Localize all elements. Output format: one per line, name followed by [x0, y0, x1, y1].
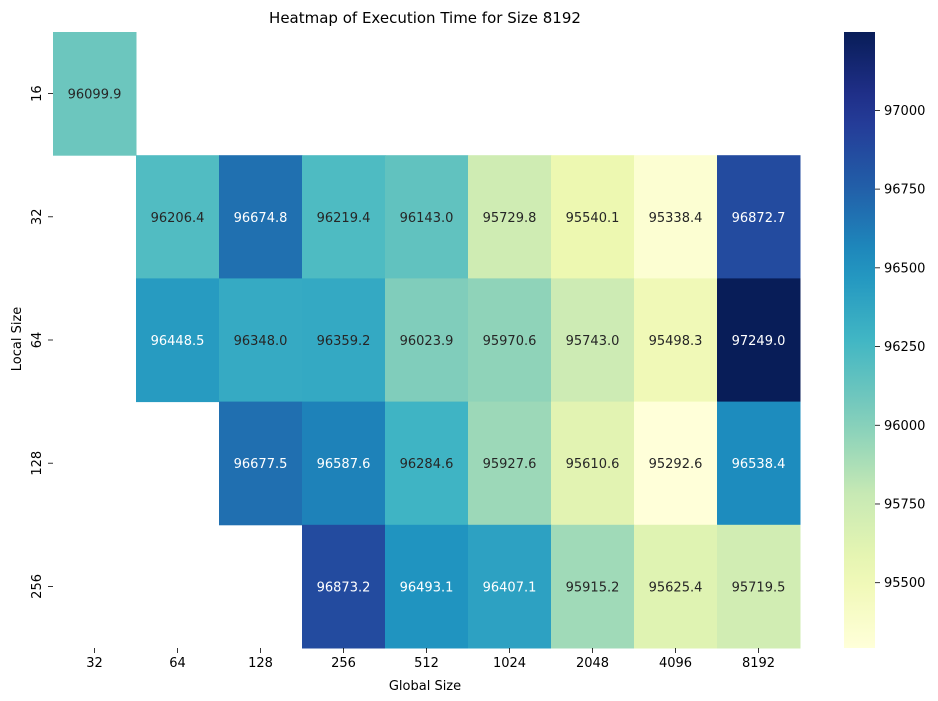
cell-label: 97249.0: [732, 334, 786, 349]
heatmap-cell: [385, 401, 469, 526]
heatmap-cell: [634, 524, 718, 649]
heatmap-cell: [717, 155, 801, 279]
y-axis-label: Local Size: [10, 307, 25, 372]
heatmap-cell: [302, 401, 386, 526]
colorbar-tick-label: 96750: [884, 183, 925, 198]
heatmap-cell: [717, 401, 801, 526]
x-tick-label: 512: [414, 656, 439, 671]
x-axis-label: Global Size: [389, 679, 461, 694]
heatmap-cell: [385, 524, 469, 649]
x-tick-label: 1024: [493, 656, 526, 671]
cell-label: 95292.6: [649, 457, 703, 472]
heatmap-cell: [551, 278, 635, 403]
colorbar-tick-label: 95750: [884, 497, 925, 512]
colorbar-tick-label: 97000: [884, 104, 925, 119]
x-tick-label: 32: [86, 656, 103, 671]
heatmap-cell: [302, 524, 386, 649]
heatmap-cell: [53, 32, 137, 156]
x-tick-label: 256: [331, 656, 356, 671]
heatmap-cell: [634, 401, 718, 526]
heatmap-cells: 96099.9 96206.4 96674.8 96219.4 96143.0 95729…: [53, 32, 801, 649]
cell-label: 96219.4: [317, 211, 371, 226]
x-axis-ticks: 32 64 128 256 512 1024 2048 4096 8192: [86, 648, 775, 671]
cell-label: 96587.6: [317, 457, 371, 472]
x-tick-label: 64: [169, 656, 186, 671]
x-tick-label: 128: [248, 656, 273, 671]
x-tick-label: 2048: [576, 656, 609, 671]
colorbar-tick-label: 96500: [884, 261, 925, 276]
heatmap-cell: [385, 155, 469, 279]
y-tick-label: 256: [30, 574, 45, 599]
cell-label: 95498.3: [649, 334, 703, 349]
cell-label: 95927.6: [483, 457, 537, 472]
colorbar: [844, 32, 875, 648]
heatmap-cell: [468, 278, 552, 403]
heatmap-cell: [385, 278, 469, 403]
heatmap-cell: [468, 524, 552, 649]
heatmap-cell: [551, 524, 635, 649]
heatmap-cell: [717, 524, 801, 649]
cell-label: 96674.8: [234, 211, 288, 226]
cell-label: 96206.4: [151, 211, 205, 226]
heatmap-cell: [219, 155, 303, 279]
cell-label: 95915.2: [566, 580, 620, 595]
cell-label: 95743.0: [566, 334, 620, 349]
y-tick-label: 128: [30, 451, 45, 476]
colorbar-ticks: 95500 95750 96000 96250 96500 96750 97000: [875, 104, 925, 591]
cell-label: 95729.8: [483, 211, 537, 226]
heatmap-cell: [219, 278, 303, 403]
heatmap-cell: [136, 155, 220, 279]
cell-label: 95610.6: [566, 457, 620, 472]
cell-label: 96677.5: [234, 457, 288, 472]
y-tick-label: 16: [30, 85, 45, 102]
heatmap-cell: [468, 401, 552, 526]
cell-label: 95540.1: [566, 211, 620, 226]
heatmap-cell: [634, 155, 718, 279]
heatmap-cell: [136, 278, 220, 403]
colorbar-tick-label: 96000: [884, 419, 925, 434]
heatmap-cell: [302, 278, 386, 403]
heatmap-cell: [302, 155, 386, 279]
cell-label: 96099.9: [68, 88, 122, 103]
heatmap-cell: [551, 155, 635, 279]
cell-label: 96493.1: [400, 580, 454, 595]
heatmap-cell: [634, 278, 718, 403]
cell-label: 96143.0: [400, 211, 454, 226]
cell-label: 95338.4: [649, 211, 703, 226]
cell-label: 95970.6: [483, 334, 537, 349]
cell-label: 96538.4: [732, 457, 786, 472]
cell-label: 95625.4: [649, 580, 703, 595]
y-tick-label: 32: [30, 209, 45, 226]
cell-label: 96873.2: [317, 580, 371, 595]
cell-label: 96407.1: [483, 580, 537, 595]
y-axis-ticks: 16 32 64 128 256: [30, 85, 53, 599]
colorbar-tick-label: 95500: [884, 576, 925, 591]
y-tick-label: 64: [30, 332, 45, 349]
chart-title: Heatmap of Execution Time for Size 8192: [269, 9, 581, 27]
heatmap-cell: [219, 401, 303, 526]
cell-label: 96448.5: [151, 334, 205, 349]
cell-label: 96348.0: [234, 334, 288, 349]
cell-label: 96872.7: [732, 211, 786, 226]
heatmap-cell: [717, 278, 801, 403]
cell-label: 96284.6: [400, 457, 454, 472]
x-tick-label: 4096: [659, 656, 692, 671]
cell-label: 95719.5: [732, 580, 786, 595]
heatmap-cell: [551, 401, 635, 526]
colorbar-tick-label: 96250: [884, 340, 925, 355]
heatmap-cell: [468, 155, 552, 279]
x-tick-label: 8192: [742, 656, 775, 671]
cell-label: 96359.2: [317, 334, 371, 349]
cell-label: 96023.9: [400, 334, 454, 349]
